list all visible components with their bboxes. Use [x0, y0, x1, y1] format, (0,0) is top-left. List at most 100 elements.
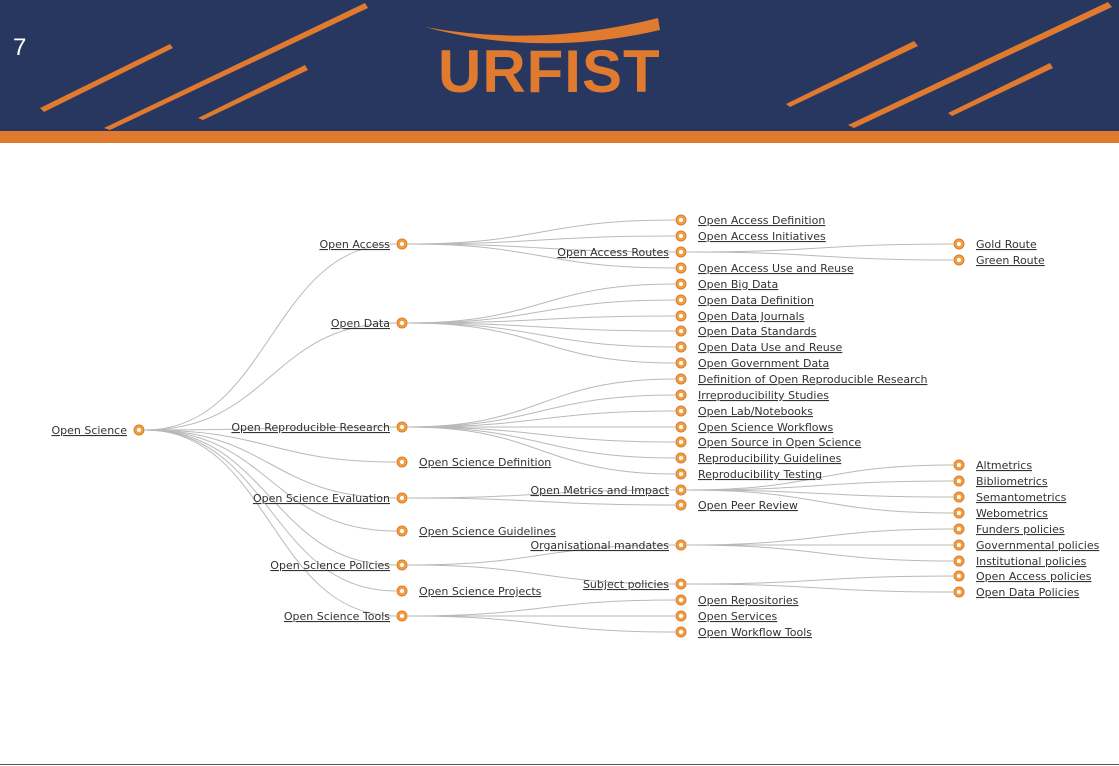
mindmap-node-label[interactable]: Open Services	[698, 610, 778, 623]
mindmap-node[interactable]: Open Data Standards	[675, 325, 817, 338]
mindmap-node[interactable]: Definition of Open Reproducible Research	[675, 373, 927, 386]
mindmap-node-label[interactable]: Webometrics	[976, 507, 1048, 520]
mindmap-node-label[interactable]: Green Route	[976, 254, 1045, 267]
mindmap-edge	[407, 426, 676, 459]
mindmap-node-label[interactable]: Open Data Journals	[698, 310, 805, 323]
mindmap-node[interactable]: Open Data Definition	[675, 294, 814, 307]
mindmap-node[interactable]: Open Peer Review	[675, 499, 798, 512]
mindmap-node[interactable]: Green Route	[953, 254, 1045, 267]
mindmap-node[interactable]: Open Metrics and Impact	[530, 484, 687, 497]
mindmap-node-label[interactable]: Definition of Open Reproducible Research	[698, 373, 927, 386]
node-center-icon	[679, 250, 683, 254]
mindmap-node[interactable]: Open Government Data	[675, 357, 829, 370]
mindmap-node[interactable]: Open Access Routes	[557, 246, 687, 259]
mindmap-node-label[interactable]: Open Data Policies	[976, 586, 1080, 599]
mindmap-node[interactable]: Open Services	[675, 610, 778, 623]
mindmap-node[interactable]: Open Access Use and Reuse	[675, 262, 854, 275]
mindmap-node[interactable]: Open Reproducible Research	[231, 421, 408, 434]
mindmap-node-label[interactable]: Gold Route	[976, 238, 1037, 251]
mindmap-node[interactable]: Irreproducibility Studies	[675, 389, 829, 402]
mindmap-node-label[interactable]: Semantometrics	[976, 491, 1067, 504]
mindmap-node-label[interactable]: Open Science Guidelines	[419, 525, 556, 538]
mindmap-node[interactable]: Open Source in Open Science	[675, 436, 861, 449]
mindmap-node[interactable]: Open Repositories	[675, 594, 799, 607]
mindmap-node-label[interactable]: Open Reproducible Research	[231, 421, 390, 434]
mindmap-node-label[interactable]: Open Lab/Notebooks	[698, 405, 813, 418]
mindmap-node-label[interactable]: Open Data	[331, 317, 390, 330]
mindmap-node-label[interactable]: Open Access	[319, 238, 390, 251]
mindmap-node-label[interactable]: Open Access policies	[976, 570, 1092, 583]
mindmap-node-label[interactable]: Reproducibility Guidelines	[698, 452, 842, 465]
mindmap-node[interactable]: Reproducibility Guidelines	[675, 452, 842, 465]
node-center-icon	[679, 314, 683, 318]
mindmap-node[interactable]: Semantometrics	[953, 491, 1067, 504]
mindmap-node[interactable]: Open Big Data	[675, 278, 778, 291]
node-center-icon	[679, 234, 683, 238]
mindmap-node-label[interactable]: Organisational mandates	[530, 539, 669, 552]
mindmap-edge	[686, 243, 954, 253]
mindmap-node-label[interactable]: Open Repositories	[698, 594, 799, 607]
mindmap-node[interactable]: Open Science Definition	[396, 456, 551, 469]
mindmap-node-label[interactable]: Open Data Standards	[698, 325, 817, 338]
mindmap-node[interactable]: Open Access Definition	[675, 214, 825, 227]
mindmap-node-label[interactable]: Governmental policies	[976, 539, 1100, 552]
mindmap-node[interactable]: Subject policies	[583, 578, 687, 591]
mindmap-node-label[interactable]: Subject policies	[583, 578, 669, 591]
mindmap-node[interactable]: Altmetrics	[953, 459, 1032, 472]
mindmap-node-label[interactable]: Open Access Definition	[698, 214, 825, 227]
mindmap-node[interactable]: Open Science	[51, 424, 145, 437]
mindmap-node-label[interactable]: Open Science Projects	[419, 585, 542, 598]
node-center-icon	[957, 495, 961, 499]
mindmap-node-label[interactable]: Irreproducibility Studies	[698, 389, 829, 402]
mindmap-node[interactable]: Open Access	[319, 238, 408, 251]
mindmap-node-label[interactable]: Open Science	[51, 424, 127, 437]
mindmap-node[interactable]: Open Science Guidelines	[396, 525, 556, 538]
mindmap-edge	[144, 429, 397, 532]
mindmap-node-label[interactable]: Open Government Data	[698, 357, 829, 370]
mindmap-node-label[interactable]: Open Science Evaluation	[253, 492, 390, 505]
mindmap-node-label[interactable]: Altmetrics	[976, 459, 1032, 472]
mindmap-node-label[interactable]: Open Data Definition	[698, 294, 814, 307]
mindmap-node[interactable]: Open Data	[331, 317, 408, 330]
mindmap-node-label[interactable]: Bibliometrics	[976, 475, 1048, 488]
mindmap-node-label[interactable]: Open Data Use and Reuse	[698, 341, 842, 354]
mindmap-node[interactable]: Institutional policies	[953, 555, 1087, 568]
mindmap-node[interactable]: Open Access Initiatives	[675, 230, 826, 243]
mindmap-node[interactable]: Open Workflow Tools	[675, 626, 812, 639]
mindmap-node-label[interactable]: Open Metrics and Impact	[530, 484, 669, 497]
mindmap-node[interactable]: Bibliometrics	[953, 475, 1048, 488]
mindmap-node-label[interactable]: Open Science Definition	[419, 456, 551, 469]
mindmap-node[interactable]: Open Lab/Notebooks	[675, 405, 813, 418]
mindmap-node[interactable]: Open Science Evaluation	[253, 492, 408, 505]
mindmap-node[interactable]: Open Science Projects	[396, 585, 542, 598]
mindmap-edge	[407, 410, 676, 428]
mindmap-node[interactable]: Funders policies	[953, 523, 1065, 536]
mindmap-node-label[interactable]: Funders policies	[976, 523, 1065, 536]
mindmap-node-label[interactable]: Open Source in Open Science	[698, 436, 861, 449]
mindmap-node-label[interactable]: Open Access Routes	[557, 246, 669, 259]
mindmap-node[interactable]: Open Data Use and Reuse	[675, 341, 842, 354]
mindmap-node[interactable]: Open Data Journals	[675, 310, 805, 323]
mindmap-node-label[interactable]: Open Workflow Tools	[698, 626, 812, 639]
mindmap-node[interactable]: Open Science Tools	[284, 610, 408, 623]
mindmap-node[interactable]: Webometrics	[953, 507, 1048, 520]
mindmap-node[interactable]: Open Science Workflows	[675, 421, 834, 434]
mindmap-node[interactable]: Open Science Policies	[270, 559, 408, 572]
mindmap-node-label[interactable]: Institutional policies	[976, 555, 1087, 568]
mindmap-node-label[interactable]: Open Science Workflows	[698, 421, 834, 434]
node-center-icon	[679, 543, 683, 547]
mindmap-node[interactable]: Open Access policies	[953, 570, 1092, 583]
mindmap-node[interactable]: Reproducibility Testing	[675, 468, 822, 481]
mindmap-node-label[interactable]: Open Science Tools	[284, 610, 390, 623]
decorative-streak	[848, 2, 1112, 128]
mindmap-node-label[interactable]: Open Access Use and Reuse	[698, 262, 854, 275]
mindmap-node-label[interactable]: Open Science Policies	[270, 559, 390, 572]
mindmap-node-label[interactable]: Open Peer Review	[698, 499, 798, 512]
mindmap-node[interactable]: Gold Route	[953, 238, 1037, 251]
mindmap-node-label[interactable]: Open Big Data	[698, 278, 778, 291]
mindmap-node[interactable]: Organisational mandates	[530, 539, 687, 552]
mindmap-node[interactable]: Open Data Policies	[953, 586, 1080, 599]
mindmap-node-label[interactable]: Reproducibility Testing	[698, 468, 822, 481]
mindmap-node-label[interactable]: Open Access Initiatives	[698, 230, 826, 243]
mindmap-node[interactable]: Governmental policies	[953, 539, 1100, 552]
